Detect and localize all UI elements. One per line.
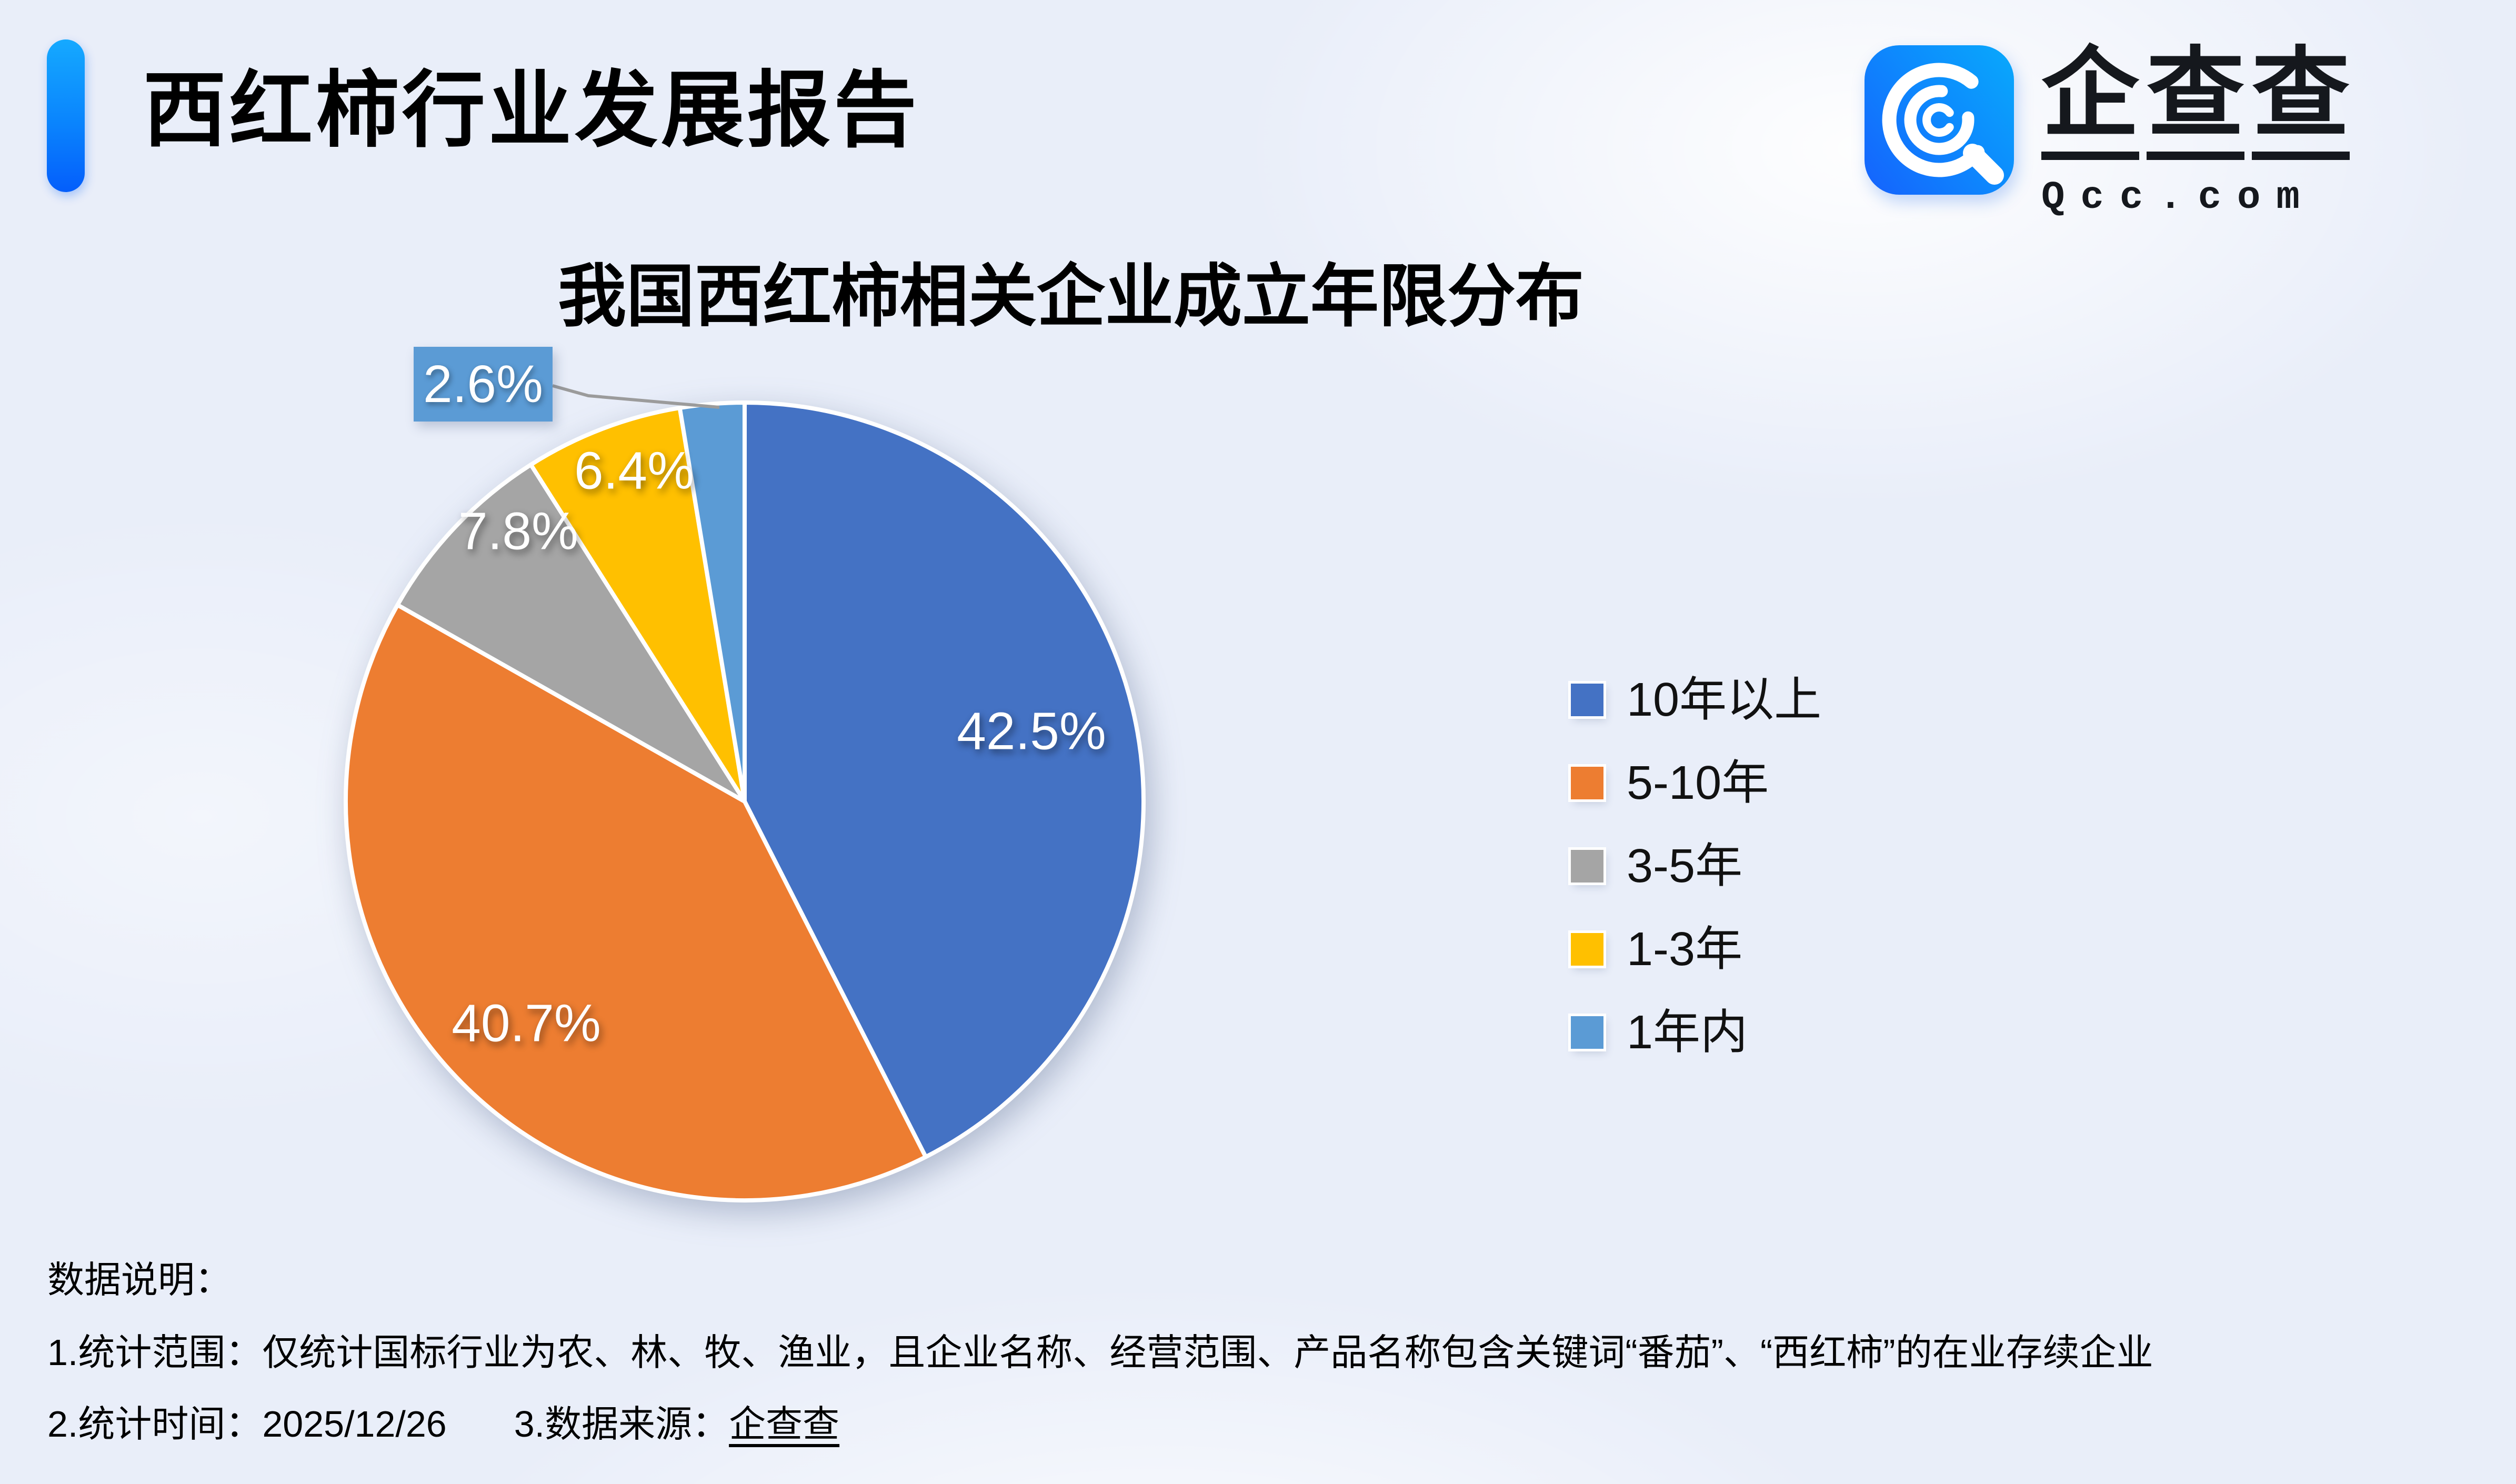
legend-swatch xyxy=(1571,1016,1603,1049)
qcc-cn-char: 查 xyxy=(2147,45,2245,160)
callout-box-1年内: 2.6% xyxy=(414,347,553,422)
legend: 10年以上 5-10年 3-5年 1-3年 1年内 xyxy=(1571,658,1821,1074)
legend-label: 1年内 xyxy=(1627,1006,1748,1059)
qcc-logo-domain: Qcc.com xyxy=(2041,176,2315,220)
title-accent-bar xyxy=(47,39,85,192)
pie-slice-1-3年 xyxy=(528,406,747,804)
qcc-cn-char: 查 xyxy=(2252,45,2350,160)
qcc-logo-text: 企查查 Qcc.com xyxy=(2041,45,2350,220)
legend-item-3-5年: 3-5年 xyxy=(1571,825,1821,908)
legend-label: 10年以上 xyxy=(1627,674,1822,726)
qcc-cn-char: 企 xyxy=(2041,45,2140,160)
qcc-logo: 企查查 Qcc.com xyxy=(1865,45,2350,220)
footer-source-brand: 企查查 xyxy=(729,1403,840,1445)
legend-item-5-10年: 5-10年 xyxy=(1571,741,1821,825)
pie-value-label-3-5年: 7.8% xyxy=(458,502,578,561)
qcc-logo-icon xyxy=(1865,45,2014,195)
callout-leader-line xyxy=(552,384,720,409)
callout-label: 2.6% xyxy=(423,354,543,414)
qcc-logo-mark xyxy=(1882,63,2004,185)
legend-label: 5-10年 xyxy=(1627,757,1769,809)
legend-swatch xyxy=(1571,933,1603,966)
footer-stat-time: 2.统计时间：2025/12/26 xyxy=(47,1403,447,1445)
pie-slice-3-5年 xyxy=(395,463,747,804)
legend-item-1-3年: 1-3年 xyxy=(1571,908,1821,991)
pie-value-label-1-3年: 6.4% xyxy=(574,441,694,500)
legend-label: 3-5年 xyxy=(1627,840,1743,893)
legend-swatch xyxy=(1571,767,1603,799)
legend-swatch xyxy=(1571,850,1603,883)
legend-item-10年以上: 10年以上 xyxy=(1571,658,1821,741)
page-title: 西红柿行业发展报告 xyxy=(143,64,920,157)
pie-value-label-5-10年: 40.7% xyxy=(452,994,601,1053)
footer-note-scope: 1.统计范围：仅统计国标行业为农、林、牧、渔业，且企业名称、经营范围、产品名称包… xyxy=(47,1332,2153,1373)
pie xyxy=(343,400,1146,1202)
pie-slice-5-10年 xyxy=(343,603,928,1202)
pie-slice-1年内 xyxy=(677,400,747,804)
footer-note-meta: 2.统计时间：2025/12/26 3.数据来源：企查查 xyxy=(47,1402,839,1446)
footer-heading: 数据说明： xyxy=(47,1259,232,1300)
legend-label: 1-3年 xyxy=(1627,923,1743,976)
pie-slice-10年以上 xyxy=(743,400,1146,1159)
legend-swatch xyxy=(1571,684,1603,716)
footer-data-source: 3.数据来源：企查查 xyxy=(514,1403,839,1445)
legend-item-1年内: 1年内 xyxy=(1571,991,1821,1074)
pie-value-label-10年以上: 42.5% xyxy=(957,701,1106,761)
qcc-logo-cn: 企查查 xyxy=(2041,45,2350,160)
chart-title: 我国西红柿相关企业成立年限分布 xyxy=(557,258,1584,335)
footer-source-prefix: 3.数据来源： xyxy=(514,1403,729,1445)
